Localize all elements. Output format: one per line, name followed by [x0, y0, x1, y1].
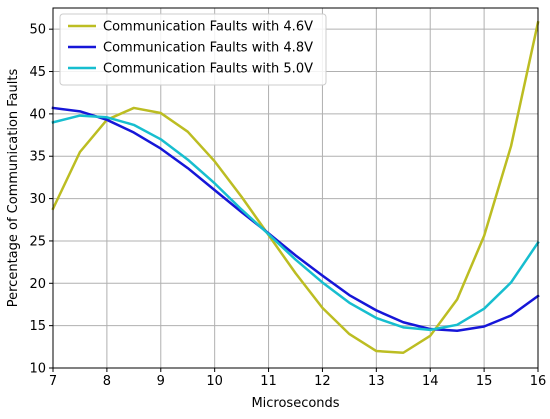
y-tick-label: 35	[29, 150, 46, 165]
y-axis-label: Percentage of Communication Faults	[6, 69, 21, 308]
series-lines	[51, 20, 540, 355]
x-axis-label: Microseconds	[251, 396, 339, 411]
legend-box	[59, 13, 327, 86]
x-tick-label: 11	[260, 374, 277, 389]
x-tick-label: 12	[314, 374, 331, 389]
y-tick-label: 25	[29, 234, 46, 249]
series-line-1	[51, 20, 540, 355]
y-tick-label: 45	[29, 65, 46, 80]
y-tick-label: 30	[29, 192, 46, 207]
y-tick-label: 10	[29, 362, 46, 377]
x-tick-label: 13	[368, 374, 385, 389]
y-tick-label: 40	[29, 107, 46, 122]
y-tick-label: 20	[29, 277, 46, 292]
series-line-2	[51, 106, 540, 332]
legend-label: Communication Faults with 5.0V	[103, 62, 313, 77]
y-tick-label: 15	[29, 319, 46, 334]
series-line-3	[51, 114, 540, 332]
x-tick-label: 9	[157, 374, 165, 389]
x-tick-label: 15	[476, 374, 493, 389]
x-tick-label: 10	[206, 374, 223, 389]
x-tick-label: 8	[103, 374, 111, 389]
x-tick-label: 7	[49, 374, 57, 389]
legend-label: Communication Faults with 4.6V	[103, 20, 313, 35]
y-tick-label: 50	[29, 23, 46, 38]
legend-label: Communication Faults with 4.8V	[103, 41, 313, 56]
plot-frame	[52, 7, 539, 369]
x-tick-label: 14	[422, 374, 439, 389]
x-tick-label: 16	[530, 374, 547, 389]
axis-ticks: 7 8 9 10 11 12 13 14 15 16 10 15 20 25 30 35 40 45 50	[29, 23, 546, 389]
legend: Communication Faults with 4.6V Communicat…	[59, 13, 327, 86]
